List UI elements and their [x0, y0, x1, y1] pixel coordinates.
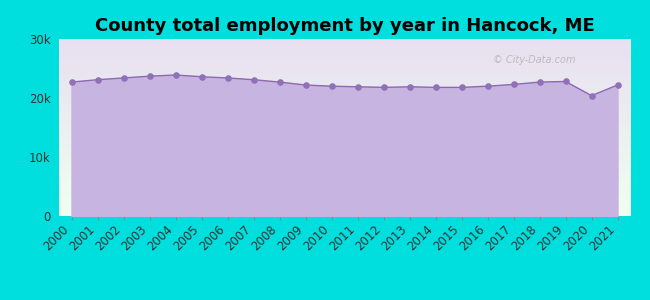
Point — [118, 76, 129, 80]
Point — [300, 82, 311, 87]
Point — [170, 73, 181, 77]
Point — [352, 84, 363, 89]
Point — [508, 82, 519, 87]
Title: County total employment by year in Hancock, ME: County total employment by year in Hanco… — [95, 17, 594, 35]
Point — [378, 85, 389, 90]
Point — [196, 74, 207, 79]
Point — [560, 79, 571, 84]
Text: © City-Data.com: © City-Data.com — [493, 55, 576, 65]
Point — [430, 85, 441, 90]
Point — [274, 80, 285, 85]
Point — [404, 84, 415, 89]
Point — [456, 85, 467, 90]
Point — [222, 76, 233, 80]
Point — [482, 84, 493, 88]
Point — [326, 84, 337, 88]
Point — [92, 77, 103, 82]
Point — [534, 80, 545, 85]
Point — [248, 77, 259, 82]
Point — [144, 74, 155, 79]
Point — [612, 82, 623, 87]
Point — [586, 93, 597, 98]
Point — [66, 80, 77, 85]
